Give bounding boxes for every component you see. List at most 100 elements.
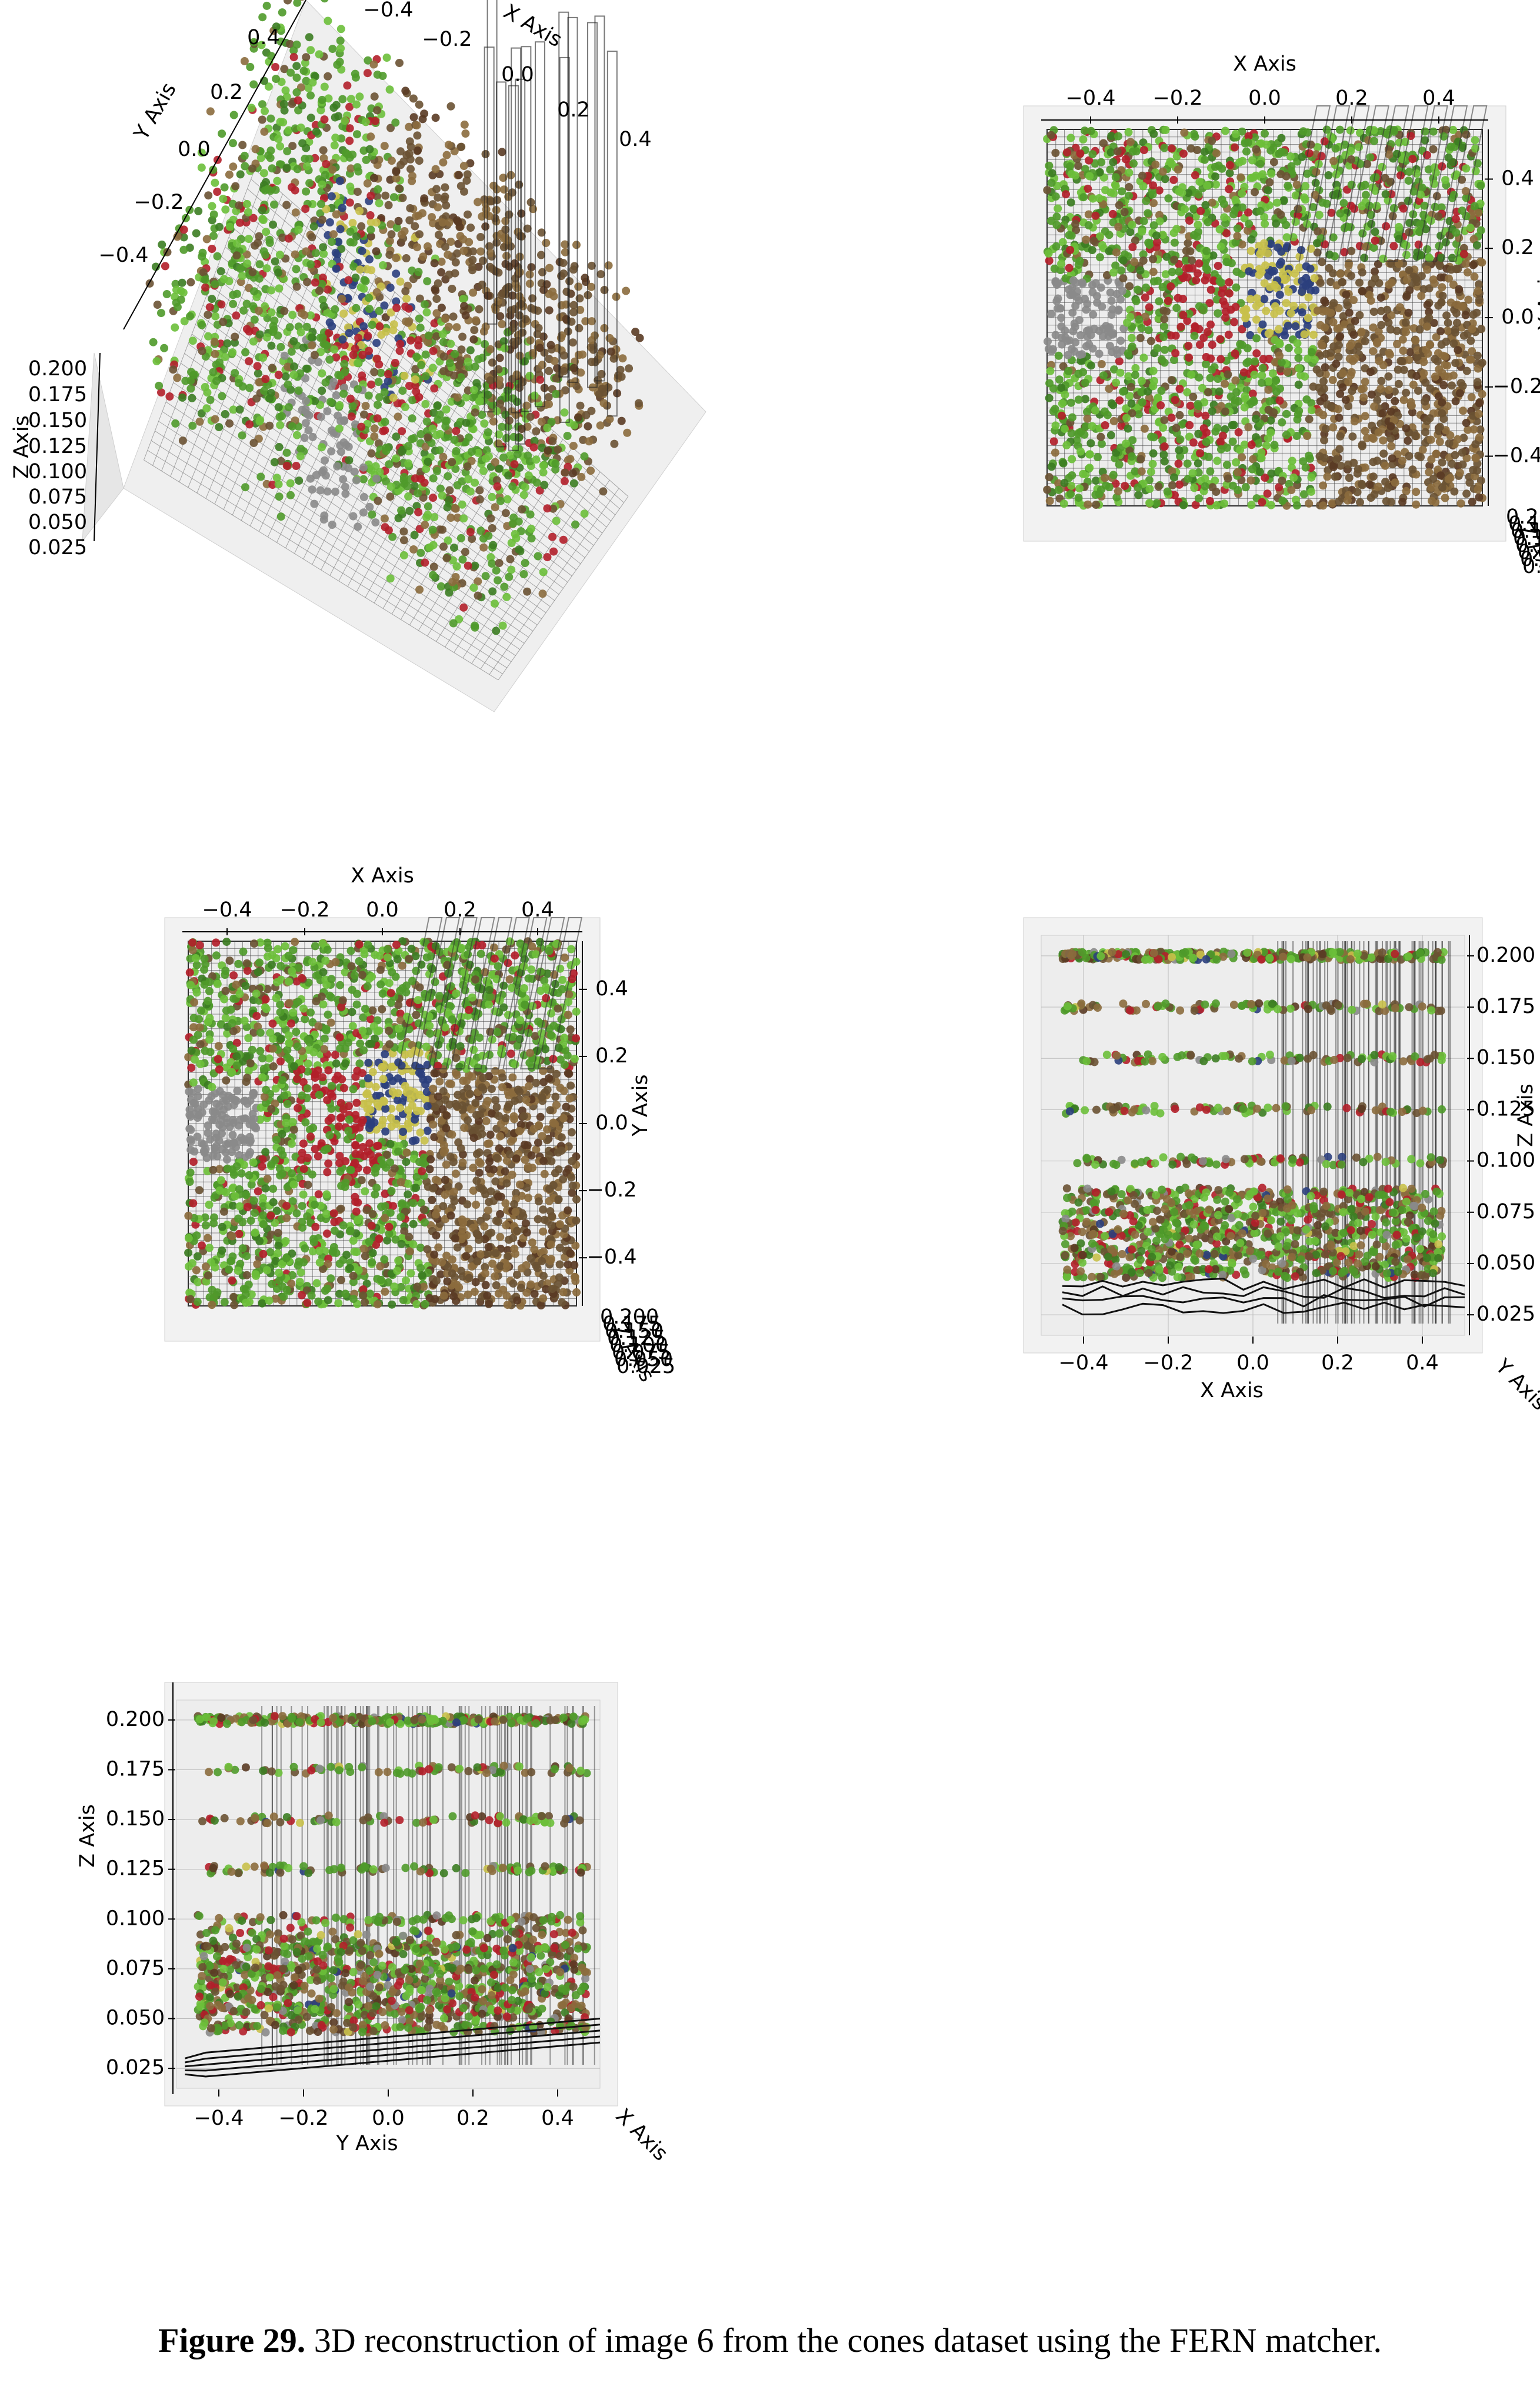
point xyxy=(210,211,218,219)
point xyxy=(445,323,453,331)
point xyxy=(345,136,354,145)
point xyxy=(1101,408,1109,416)
point xyxy=(229,162,237,171)
point xyxy=(421,521,429,529)
point xyxy=(254,369,262,378)
point xyxy=(1335,498,1343,506)
point xyxy=(1188,256,1196,265)
point xyxy=(307,114,315,122)
point xyxy=(600,399,608,407)
point xyxy=(328,192,336,201)
point xyxy=(1248,465,1256,474)
point xyxy=(366,226,375,234)
point xyxy=(1265,406,1273,414)
point xyxy=(411,531,419,539)
point xyxy=(173,374,181,382)
point xyxy=(1305,415,1314,424)
point xyxy=(1231,349,1239,358)
point xyxy=(321,171,329,179)
point xyxy=(1369,458,1378,466)
point xyxy=(441,184,449,192)
point xyxy=(442,405,451,414)
point xyxy=(1170,256,1178,264)
point xyxy=(596,270,605,278)
point xyxy=(352,274,360,282)
point xyxy=(260,128,268,136)
point xyxy=(261,251,269,259)
point xyxy=(1434,357,1442,365)
point xyxy=(328,165,336,174)
point xyxy=(392,454,400,462)
point xyxy=(238,141,246,149)
point xyxy=(288,311,296,319)
point xyxy=(1469,311,1478,319)
point xyxy=(165,392,174,401)
point xyxy=(245,357,253,365)
point xyxy=(569,308,578,316)
point xyxy=(275,443,284,451)
point xyxy=(366,145,374,154)
point xyxy=(540,481,548,489)
point xyxy=(468,448,476,456)
point xyxy=(1145,485,1154,493)
point xyxy=(215,223,224,231)
point xyxy=(520,570,528,578)
point xyxy=(1405,266,1414,274)
point xyxy=(1062,190,1070,198)
point xyxy=(1248,441,1256,449)
point xyxy=(1436,423,1444,431)
point xyxy=(1082,236,1090,244)
point xyxy=(248,268,256,276)
point xyxy=(497,291,505,299)
point xyxy=(476,233,485,241)
point xyxy=(439,367,448,375)
point xyxy=(1247,476,1255,485)
point xyxy=(443,151,451,159)
point xyxy=(1371,228,1379,236)
point xyxy=(488,493,496,501)
point xyxy=(1122,439,1130,448)
point xyxy=(252,145,260,154)
point xyxy=(1202,438,1211,446)
point xyxy=(233,251,241,259)
point xyxy=(500,583,508,591)
point xyxy=(1261,261,1269,269)
point xyxy=(367,381,375,389)
point xyxy=(1168,414,1176,422)
point xyxy=(1090,236,1098,245)
point xyxy=(569,469,577,478)
point xyxy=(1066,246,1074,254)
point xyxy=(625,364,633,372)
point xyxy=(1075,395,1083,404)
point xyxy=(206,303,214,311)
point xyxy=(338,95,346,104)
point xyxy=(332,101,341,109)
point xyxy=(1114,487,1122,495)
point xyxy=(318,386,326,395)
point xyxy=(1208,366,1216,374)
point xyxy=(308,233,316,241)
point xyxy=(1351,354,1359,362)
point xyxy=(318,369,326,378)
point xyxy=(248,165,256,173)
point xyxy=(235,201,243,209)
point xyxy=(1438,409,1446,418)
point xyxy=(508,539,516,547)
point xyxy=(528,534,536,542)
x-axis-label: X Axis xyxy=(499,0,566,52)
point xyxy=(301,434,309,442)
point xyxy=(178,394,186,402)
point xyxy=(1332,360,1340,368)
point xyxy=(1294,339,1302,348)
point xyxy=(288,183,296,191)
point xyxy=(1184,274,1192,282)
point xyxy=(311,278,319,286)
point xyxy=(422,372,430,381)
point xyxy=(1348,368,1356,376)
point xyxy=(414,336,422,344)
point xyxy=(1045,394,1054,402)
point xyxy=(1229,210,1238,218)
point xyxy=(1405,168,1414,176)
point xyxy=(201,275,209,284)
point xyxy=(524,452,532,460)
